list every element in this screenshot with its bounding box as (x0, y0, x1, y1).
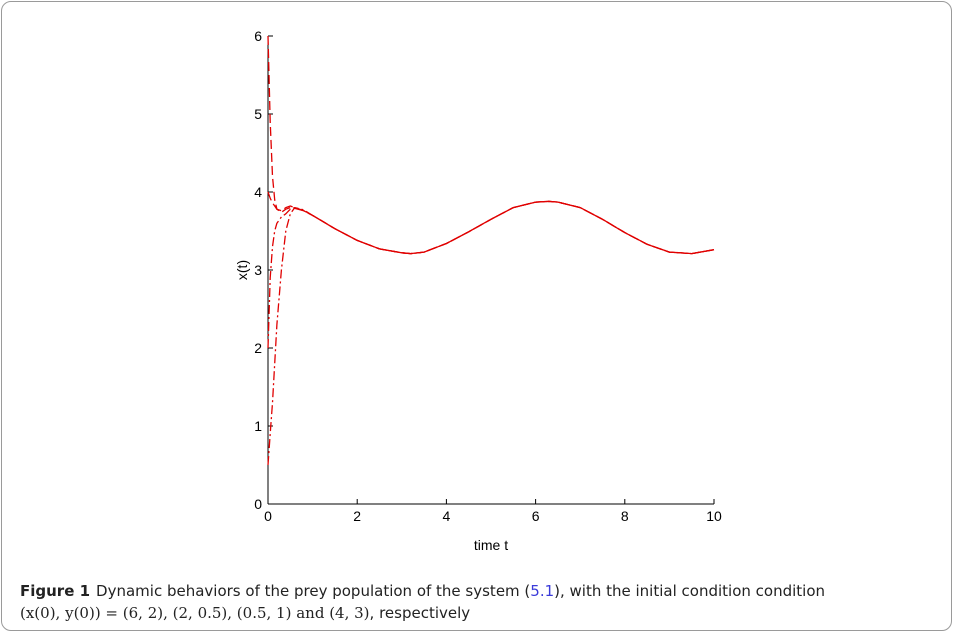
y-tick-label: 5 (254, 106, 262, 122)
equation-reference-link[interactable]: 5.1 (530, 582, 555, 600)
x-tick-label: 2 (353, 508, 361, 524)
series-line-1 (267, 35, 715, 255)
caption-text-continued: ), with the initial condition condition (554, 582, 825, 600)
chart: 0 2 4 6 8 10 0 1 2 3 4 5 6 time t x(t) (234, 28, 722, 553)
y-tick-label: 0 (254, 496, 262, 512)
y-tick-label: 6 (254, 28, 262, 44)
y-tick-label: 2 (254, 340, 262, 356)
x-tick-label: 0 (264, 508, 272, 524)
figure-caption: Figure 1 Dynamic behaviors of the prey po… (20, 580, 935, 624)
caption-text: Dynamic behaviors of the prey population… (96, 582, 531, 600)
series-line-2 (267, 200, 715, 349)
series-line-3 (267, 200, 715, 466)
y-tick-label: 4 (254, 184, 262, 200)
x-axis-label: time t (474, 537, 508, 553)
y-tick-label: 3 (254, 262, 262, 278)
y-tick-label: 1 (254, 418, 262, 434)
x-tick-label: 10 (706, 508, 722, 524)
series-line-4 (267, 191, 715, 255)
x-tick-label: 6 (532, 508, 540, 524)
caption-ending: , respectively (369, 604, 471, 622)
axis-labels: time t x(t) (234, 260, 508, 553)
x-tick-label: 4 (443, 508, 451, 524)
initial-conditions: (x(0), y(0)) = (6, 2), (2, 0.5), (0.5, 1… (20, 604, 370, 622)
y-axis-label: x(t) (234, 260, 250, 280)
figure-label: Figure 1 (20, 582, 91, 600)
x-tick-label: 8 (621, 508, 629, 524)
series-group (267, 35, 715, 466)
axes: 0 2 4 6 8 10 0 1 2 3 4 5 6 (254, 28, 722, 524)
